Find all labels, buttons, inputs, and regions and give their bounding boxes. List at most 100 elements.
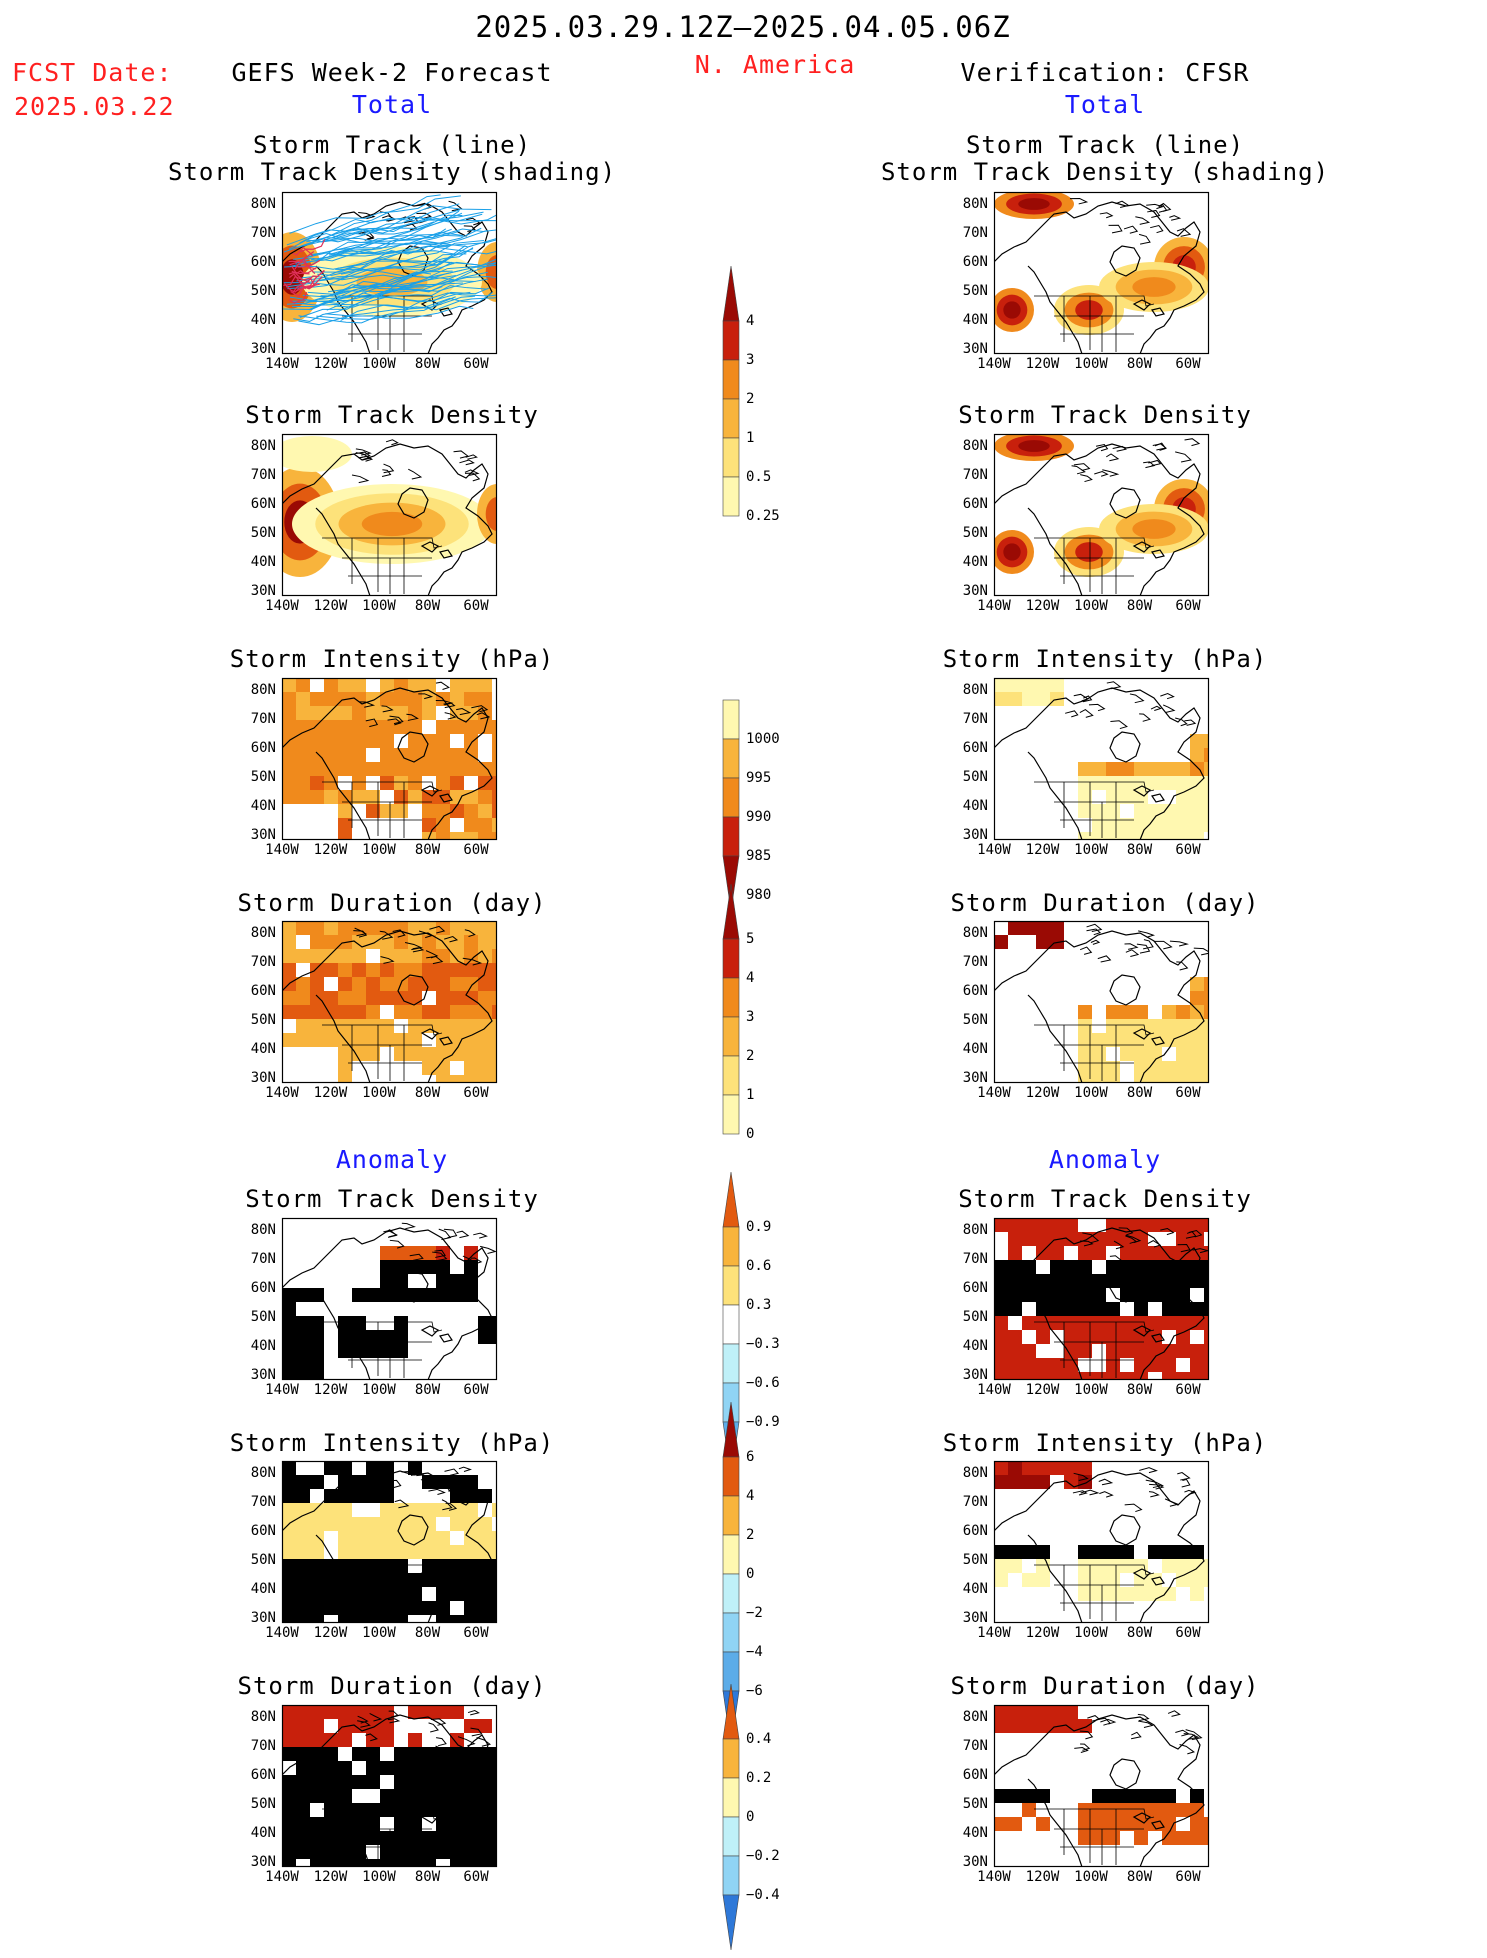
field-cell [394, 963, 408, 977]
colorbar-segment [722, 1016, 740, 1057]
field-cell [436, 734, 450, 748]
field-cell [478, 832, 492, 840]
field-cell [1190, 1831, 1204, 1845]
coastline [467, 1709, 480, 1716]
colorbar-tick-label: 0.9 [746, 1219, 772, 1235]
field-cell [422, 762, 436, 776]
lon-tick-label: 140W [265, 1382, 299, 1398]
coastline [1132, 299, 1165, 317]
storm-track-line [332, 214, 497, 236]
storm-track-line [288, 271, 315, 287]
field-cell [422, 790, 436, 804]
coastline [1109, 487, 1141, 519]
coastline [444, 935, 459, 943]
field-cell [492, 1615, 497, 1623]
lon-tick-label: 120W [1025, 356, 1060, 372]
coastline [1118, 1227, 1134, 1236]
lat-tick-label: 70N [250, 225, 276, 241]
field-cell [324, 1775, 338, 1789]
colorbar-segment [722, 1495, 740, 1536]
field-cell [352, 706, 366, 720]
lat-tick-label: 40N [250, 1338, 276, 1354]
field-cell [296, 1531, 310, 1545]
field-cell [464, 963, 478, 977]
coastline [1137, 1713, 1150, 1722]
field-cell [324, 790, 338, 804]
coastline [355, 448, 372, 456]
field-cell [422, 678, 436, 692]
field-cell [1022, 1573, 1036, 1587]
field-cell [1148, 1033, 1162, 1047]
field-cell [1106, 1005, 1120, 1019]
anomaly-section-label-right: Anomaly [1048, 1145, 1162, 1174]
field-cell [994, 1288, 1008, 1302]
field-cell [352, 1559, 366, 1573]
colorbar-segment [722, 1226, 740, 1267]
colorbar-tick-label: 0 [746, 1566, 755, 1582]
field-cell [408, 921, 422, 935]
field-cell [436, 720, 450, 734]
field-cell [1036, 1302, 1050, 1316]
field-cell [1204, 1019, 1209, 1033]
storm-track-line [283, 275, 311, 287]
field-cell [380, 1601, 394, 1615]
field-cell [324, 1761, 338, 1775]
colorbar-tick-label: 0.2 [746, 1770, 772, 1786]
lon-tick-label: 60W [463, 356, 489, 372]
field-cell [282, 1344, 296, 1358]
field-cell [1204, 748, 1209, 762]
field-cell [338, 832, 352, 840]
field-cell [1162, 1831, 1176, 1845]
map-canvas [993, 1460, 1210, 1624]
field-cell [478, 1761, 492, 1775]
colorbar-tick-label: −4 [746, 1644, 763, 1660]
field-cell [352, 692, 366, 706]
field-cell [338, 1705, 352, 1719]
field-cell [1092, 762, 1106, 776]
field-cell [1204, 1831, 1209, 1845]
field-cell [1120, 1005, 1134, 1019]
field-cell [282, 1845, 296, 1859]
field-cell [1092, 804, 1106, 818]
coastline [470, 1257, 483, 1265]
field-cell [1008, 1817, 1022, 1831]
coastline [994, 1470, 1205, 1623]
field-cell [1190, 1316, 1204, 1330]
field-cell [282, 1705, 296, 1719]
coastline [365, 718, 379, 728]
coastline [1132, 1325, 1165, 1343]
field-cell [1134, 818, 1148, 832]
field-cell [1092, 1047, 1106, 1061]
field-cell [994, 1302, 1008, 1316]
lat-tick-label: 40N [250, 1581, 276, 1597]
field-cell [994, 1344, 1008, 1358]
density-shading [1018, 440, 1050, 452]
field-cell [394, 1344, 408, 1358]
coastline [1069, 1260, 1087, 1268]
coastline [470, 1727, 483, 1737]
field-cell [1134, 1033, 1148, 1047]
field-cell [464, 1019, 478, 1033]
field-cell [352, 1747, 366, 1761]
coastline [397, 1271, 429, 1303]
field-cell [1092, 1831, 1106, 1845]
coastline [282, 1470, 493, 1623]
field-cell [1078, 1246, 1092, 1260]
storm-track-line [283, 209, 461, 253]
coastline [1175, 451, 1192, 463]
field-cell [1036, 692, 1050, 706]
coastline [1080, 1489, 1100, 1496]
colorbar-segment [722, 1401, 740, 1458]
field-cell [1204, 762, 1209, 776]
field-cell [1036, 1573, 1050, 1587]
coastline [1106, 453, 1120, 462]
field-cell [1022, 1218, 1036, 1232]
lat-tick-label: 50N [250, 1552, 276, 1568]
field-cell [394, 1587, 408, 1601]
field-cell [366, 720, 380, 734]
coastline [401, 1222, 416, 1230]
coastline [1027, 507, 1083, 596]
map-canvas [993, 1704, 1210, 1868]
political-border [1034, 1564, 1155, 1576]
coastline [315, 994, 371, 1083]
